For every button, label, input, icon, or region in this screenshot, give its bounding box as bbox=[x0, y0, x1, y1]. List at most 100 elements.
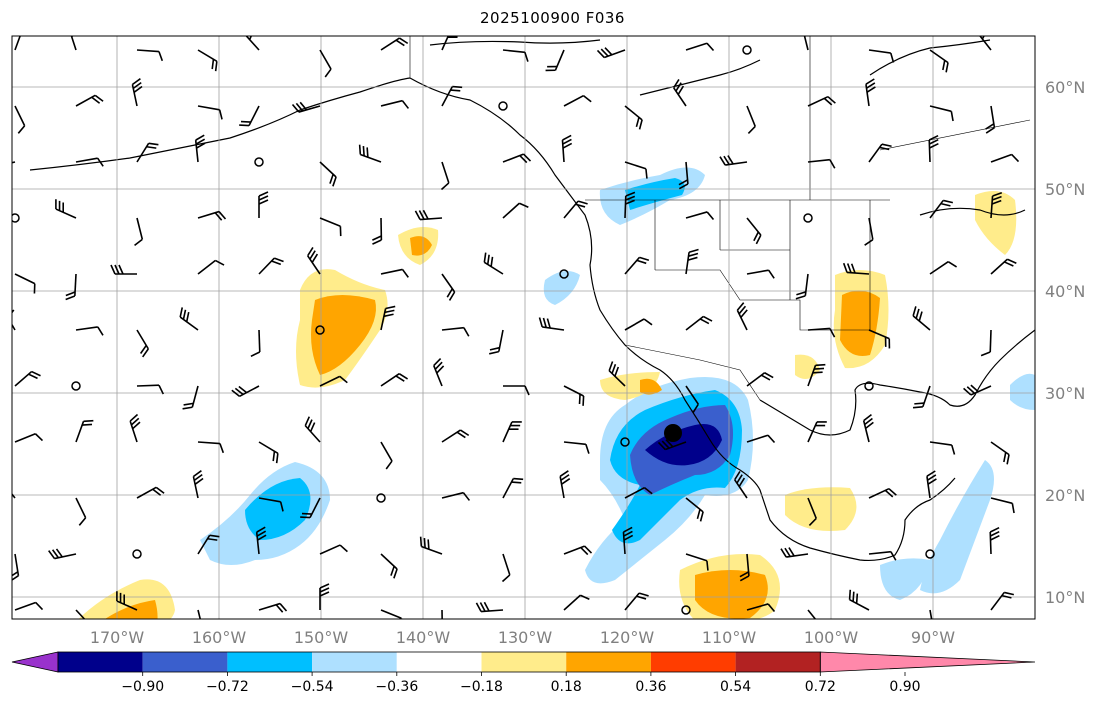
colorbar-segment bbox=[735, 652, 821, 672]
wind-barb bbox=[807, 421, 827, 443]
wind-barb bbox=[865, 78, 876, 107]
wind-barb bbox=[990, 258, 1017, 275]
colorbar: −0.90 −0.72 −0.54 −0.36 −0.18 0.18 0.36 0.54 0.7… bbox=[11, 651, 1036, 695]
wind-barb bbox=[136, 486, 165, 499]
wind-barb bbox=[250, 329, 261, 358]
wind-barb bbox=[197, 609, 205, 619]
wind-barb bbox=[489, 329, 504, 355]
longitude-labels: 170°W 160°W 150°W 140°W 130°W 120°W 110°W 100°W… bbox=[90, 628, 955, 647]
wind-barb bbox=[502, 477, 524, 499]
latitude-label: 50°N bbox=[1045, 180, 1085, 199]
calm-circle bbox=[559, 269, 569, 279]
wind-barb bbox=[862, 413, 874, 443]
wind-barb bbox=[304, 416, 321, 443]
wind-barb bbox=[136, 384, 165, 395]
wind-barb bbox=[624, 486, 653, 499]
wind-barb bbox=[440, 161, 450, 191]
calm-circle bbox=[925, 549, 935, 559]
wind-barb bbox=[319, 161, 337, 187]
wind-barb bbox=[319, 375, 348, 387]
wind-barb bbox=[868, 143, 892, 163]
calm-circle bbox=[376, 493, 386, 503]
wind-barb bbox=[380, 441, 393, 470]
wind-barb bbox=[136, 329, 150, 358]
wind-barb bbox=[441, 36, 458, 51]
wind-barb bbox=[848, 589, 870, 611]
wind-barb bbox=[868, 550, 897, 561]
wind-barb bbox=[197, 441, 225, 454]
wind-barb bbox=[624, 161, 648, 179]
map-frame-border bbox=[11, 35, 1036, 620]
wind-barb bbox=[75, 497, 87, 526]
wind-barb bbox=[131, 78, 143, 107]
wind-barb bbox=[685, 211, 715, 220]
calm-circle bbox=[620, 437, 630, 447]
wind-barb bbox=[179, 307, 199, 331]
wind-barb bbox=[116, 591, 138, 611]
longitude-label: 130°W bbox=[498, 628, 553, 647]
wind-barb bbox=[197, 49, 218, 72]
wind-barb bbox=[502, 421, 522, 443]
wind-barb bbox=[622, 526, 634, 555]
wind-barb bbox=[563, 200, 588, 219]
wind-barb bbox=[419, 536, 443, 555]
wind-barb bbox=[14, 36, 24, 51]
wind-barb bbox=[563, 94, 592, 107]
wind-barb bbox=[110, 264, 137, 275]
wind-barb bbox=[559, 470, 571, 499]
wind-barb bbox=[502, 202, 529, 219]
wind-barb bbox=[624, 105, 643, 130]
wind-barb bbox=[182, 385, 199, 410]
wind-barb bbox=[380, 99, 410, 109]
wind-barb bbox=[197, 210, 227, 221]
wind-barb bbox=[441, 273, 456, 301]
map-title: 2025100900 F036 bbox=[480, 9, 625, 27]
colorbar-segment bbox=[566, 652, 651, 672]
wind-barb bbox=[258, 602, 288, 613]
wind-barb bbox=[868, 329, 891, 349]
wind-barb bbox=[990, 591, 1015, 611]
colorbar-segment bbox=[312, 652, 397, 672]
wind-barb bbox=[75, 609, 92, 619]
wind-barb bbox=[319, 544, 348, 555]
wind-barb bbox=[624, 191, 636, 219]
calm-circle bbox=[12, 213, 20, 223]
colorbar-tick-label: 0.90 bbox=[889, 679, 920, 695]
wind-barb bbox=[319, 217, 342, 237]
colorbar-tick-label: −0.18 bbox=[460, 679, 503, 695]
latitude-label: 20°N bbox=[1045, 486, 1085, 505]
wind-barb bbox=[414, 209, 443, 221]
wind-barb bbox=[75, 419, 94, 443]
colorbar-segment bbox=[227, 652, 313, 672]
country-borders bbox=[409, 36, 1031, 401]
wind-barb bbox=[928, 134, 939, 163]
wind-barb bbox=[678, 161, 689, 190]
wind-barb bbox=[868, 49, 895, 63]
wind-barb bbox=[801, 36, 813, 51]
wind-barb bbox=[980, 329, 992, 357]
wind-barb bbox=[258, 497, 284, 512]
wind-barb bbox=[197, 105, 223, 120]
calm-circle bbox=[864, 381, 874, 391]
wind-barb bbox=[255, 526, 267, 555]
wind-barb bbox=[136, 49, 164, 62]
coastlines bbox=[29, 39, 1035, 562]
colorbar-tick-label: −0.36 bbox=[375, 679, 418, 695]
wind-barb bbox=[14, 105, 26, 134]
wind-barb bbox=[807, 158, 836, 169]
calm-circle bbox=[742, 45, 752, 55]
colorbar-tick-label: 0.36 bbox=[635, 679, 666, 695]
wind-barb bbox=[685, 497, 704, 522]
wind-barb bbox=[563, 385, 585, 406]
wind-barb bbox=[134, 217, 144, 247]
longitude-label: 120°W bbox=[600, 628, 655, 647]
wind-barb bbox=[807, 327, 836, 338]
wind-barb bbox=[624, 592, 649, 611]
wind-barb bbox=[372, 217, 383, 245]
wind-barb bbox=[976, 36, 992, 51]
wind-barb bbox=[68, 36, 80, 51]
wind-barb bbox=[545, 49, 565, 72]
wind-barb bbox=[563, 594, 590, 611]
wind-barb bbox=[441, 429, 470, 443]
